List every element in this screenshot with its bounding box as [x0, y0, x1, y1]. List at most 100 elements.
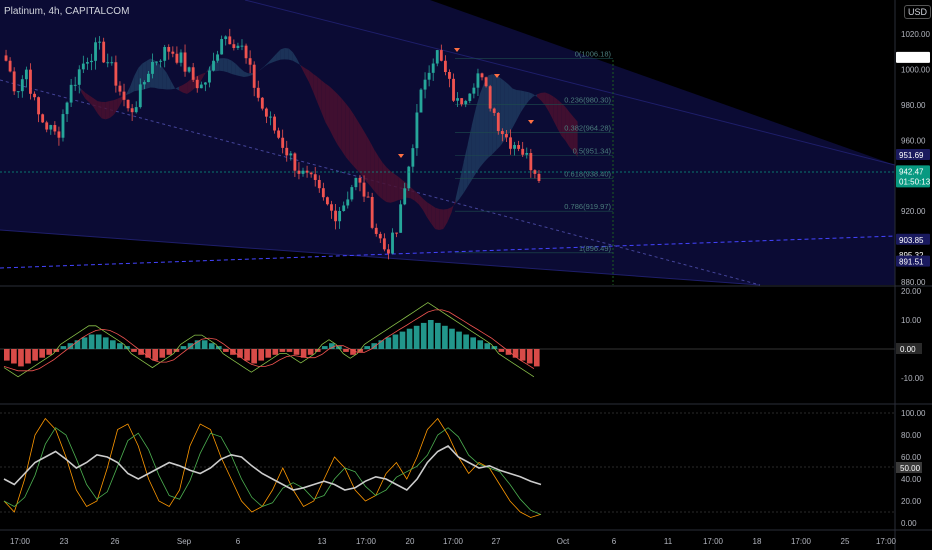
macd-bar [244, 349, 250, 361]
cloud-segment [268, 57, 273, 64]
channel-mid-line[interactable] [0, 79, 761, 286]
candle-body [309, 172, 313, 175]
time-tick-label: 17:00 [443, 537, 464, 546]
macd-bar [427, 320, 434, 349]
cloud-segment [292, 52, 297, 63]
osc-tick-label: 0.00 [901, 519, 917, 528]
osc-tick-label: 40.00 [901, 475, 922, 484]
cloud-segment [382, 162, 387, 202]
candle-body [476, 73, 480, 88]
cloud-segment [215, 58, 220, 72]
candle-body [509, 137, 512, 149]
candle-body [69, 84, 73, 103]
candle-body [183, 52, 187, 72]
candle-body [220, 39, 224, 55]
macd-bar [321, 346, 328, 349]
macd-bar [145, 349, 151, 358]
candle-body [443, 60, 447, 72]
cloud-segment [117, 96, 122, 109]
cloud-segment [126, 86, 131, 96]
candle-body [484, 77, 488, 87]
countdown-tag: 01:50:13 [899, 177, 931, 186]
time-tick-label: 27 [492, 537, 501, 546]
candle-body [338, 210, 342, 222]
symbol-title[interactable]: Platinum, 4h, CAPITALCOM [4, 6, 130, 17]
candle-body [212, 60, 215, 71]
osc-tick-label: 80.00 [901, 431, 922, 440]
macd-bar [166, 349, 173, 355]
candle-body [382, 238, 386, 250]
candle-body [435, 50, 439, 64]
price-tag: 891.51 [899, 258, 924, 267]
macd-bar [46, 349, 53, 355]
candle-body [12, 71, 16, 92]
macd-bar [307, 349, 314, 355]
cloud-segment [199, 73, 204, 84]
cloud-segment [545, 92, 550, 113]
cloud-segment [264, 62, 269, 67]
candle-body [167, 47, 171, 52]
candle-body [65, 102, 69, 115]
cloud-segment [272, 53, 277, 63]
candle-body [228, 36, 232, 45]
cloud-segment [516, 89, 521, 121]
cloud-segment [370, 141, 375, 192]
time-axis[interactable]: 17:00 23 26 Sep 6 13 17:00 20 17:00 27 Oct 6 11 17:00… [10, 537, 897, 546]
cloud-segment [235, 63, 240, 77]
candle-body [252, 64, 256, 88]
candle-body [439, 50, 443, 61]
channel-top-line[interactable] [244, 0, 896, 166]
macd-bar [279, 349, 286, 352]
cloud-segment [459, 161, 464, 199]
support-trendline[interactable] [0, 235, 896, 269]
currency-badge[interactable]: USD [904, 5, 932, 19]
candle-body [130, 108, 134, 113]
price-axis[interactable]: 1020.001000.00980.00960.00920.00880.0020… [901, 30, 930, 528]
candle-body [53, 125, 57, 132]
cloud-segment [443, 208, 448, 230]
candle-body [216, 54, 220, 61]
cloud-segment [113, 98, 118, 115]
cloud-segment [280, 48, 285, 60]
indicator-tag-bg [896, 343, 922, 354]
price-tick-label: 880.00 [901, 278, 926, 287]
indicator-value-tag: 50.00 [900, 464, 921, 473]
cloud-segment [500, 77, 505, 147]
cloud-segment [353, 114, 358, 172]
macd-bar [399, 331, 406, 349]
candle-body [391, 232, 394, 254]
price-tick-label: 1000.00 [901, 65, 930, 74]
candle-body [537, 173, 541, 182]
time-tick-label: 20 [406, 537, 415, 546]
price-tick-label: 980.00 [901, 101, 926, 110]
candle-body [37, 97, 41, 115]
cloud-segment [508, 84, 513, 135]
candle-body [313, 174, 317, 180]
candle-body [387, 249, 390, 254]
cloud-segment [260, 66, 265, 71]
candle-body [366, 196, 370, 198]
pivot-marker-icon [454, 48, 460, 52]
candle-body [134, 107, 138, 113]
candle-body [195, 79, 199, 89]
candle-body [301, 170, 305, 174]
candle-body [73, 84, 77, 86]
macd-bar [406, 328, 413, 349]
candle-body [354, 177, 358, 188]
candle-body [244, 45, 248, 59]
price-labels: 1006.49951.69942.4701:50:13903.85895.328… [896, 51, 931, 473]
cloud-segment [138, 63, 143, 91]
macd-bar [74, 340, 81, 349]
signal-line [3, 309, 535, 372]
macd-bar [81, 337, 88, 349]
channel-bottom-line[interactable] [0, 229, 761, 286]
cloud-segment [536, 92, 541, 101]
candle-body [90, 60, 93, 63]
macd-bar [463, 334, 469, 349]
stoch-k-line [3, 417, 542, 518]
cloud-segment [520, 90, 525, 113]
cloud-segment [471, 107, 476, 181]
cloud-segment [557, 99, 562, 136]
price-tag: 951.69 [899, 151, 924, 160]
